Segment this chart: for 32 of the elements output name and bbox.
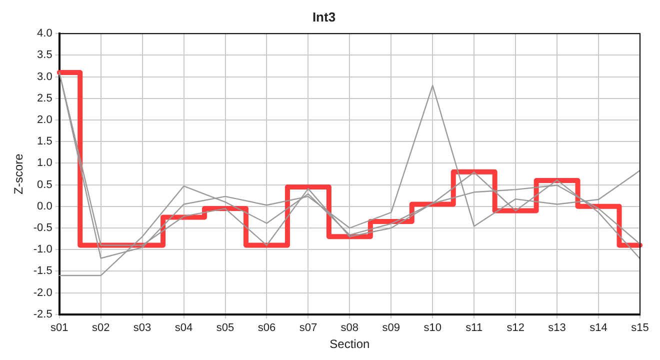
x-tick-label: s03 — [133, 322, 152, 334]
x-tick-label: s01 — [50, 322, 68, 334]
x-tick-label: s08 — [340, 322, 359, 334]
chart-title: Int3 — [312, 9, 336, 24]
y-tick-label: 2.0 — [37, 114, 52, 126]
x-tick-label: s07 — [299, 322, 318, 334]
y-tick-label: 3.0 — [37, 70, 52, 83]
y-tick-label: -2.0 — [33, 286, 52, 299]
x-tick-label: s06 — [258, 322, 276, 334]
x-tick-label: s14 — [590, 322, 608, 334]
y-tick-label: 4.0 — [37, 28, 52, 40]
y-tick-label: 1.5 — [37, 136, 52, 148]
y-tick-label: 1.0 — [37, 157, 52, 170]
x-tick-label: s12 — [506, 322, 524, 334]
x-tick-label: s02 — [92, 322, 110, 334]
y-tick-label: -2.5 — [33, 308, 52, 320]
y-tick-label: 0.5 — [37, 178, 52, 191]
x-tick-label: s09 — [382, 322, 400, 334]
y-tick-label: -0.5 — [33, 222, 52, 234]
x-axis-title: Section — [330, 337, 370, 352]
x-tick-label: s04 — [174, 322, 193, 334]
y-tick-label: 2.5 — [37, 92, 52, 104]
x-tick-label: s11 — [466, 322, 483, 334]
x-tick-label: s15 — [631, 322, 649, 334]
y-tick-label: 0.0 — [37, 200, 52, 212]
y-tick-label: -1.0 — [33, 244, 52, 256]
y-tick-label: 3.5 — [37, 49, 52, 62]
x-tick-label: s05 — [216, 322, 234, 334]
x-tick-label: s10 — [424, 322, 442, 334]
x-tick-label: s13 — [548, 322, 566, 334]
y-tick-label: -1.5 — [33, 265, 52, 278]
y-axis-title: Z-score — [12, 153, 26, 194]
